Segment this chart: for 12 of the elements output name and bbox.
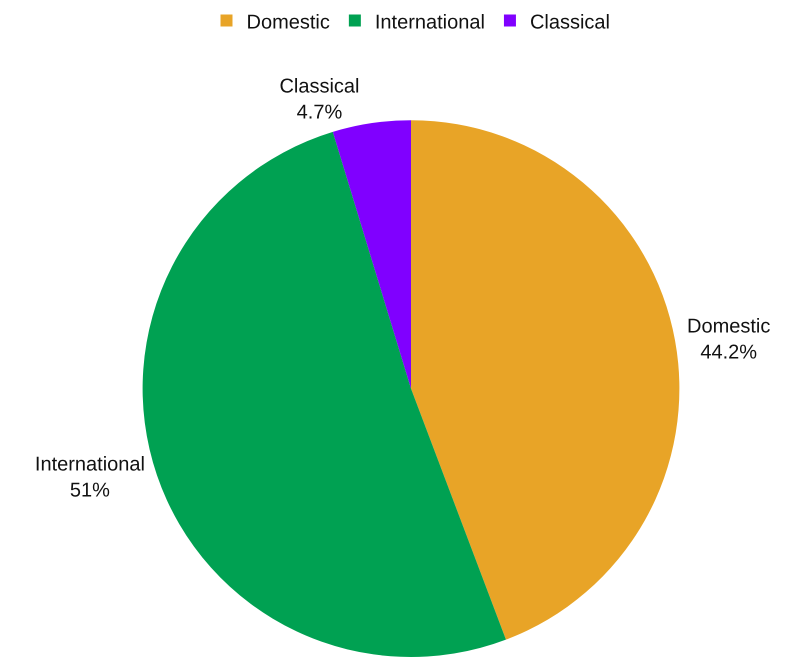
data-label: 44.2% [700,342,758,364]
pie-slice [411,120,679,640]
legend-label: Classical [530,11,610,34]
slice-label: Domestic [687,316,770,338]
legend-label: Domestic [246,11,330,34]
data-label: 51% [70,480,110,502]
data-label: 4.7% [296,102,342,124]
slice-label: International [34,454,145,476]
pie-slice [332,120,411,389]
pie-slice [142,132,506,657]
legend-label: International [374,11,485,34]
slice-label: Classical [279,76,360,98]
